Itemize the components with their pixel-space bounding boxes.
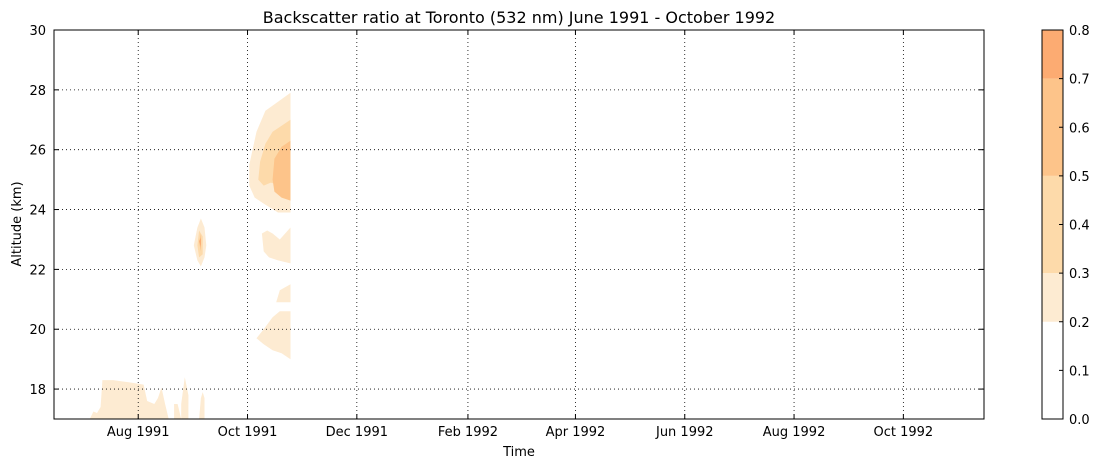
colorbar-fill [1042, 30, 1063, 419]
grid-layer [54, 30, 984, 419]
contour-region-0 [89, 380, 169, 419]
x-tick-label-1: Oct 1991 [218, 425, 278, 440]
colorbar-ticks: 0.0 0.1 0.2 0.3 0.4 0.5 0.6 0.7 0.8 [1059, 24, 1090, 428]
y-tick-label-4: 26 [29, 144, 46, 159]
x-axis-label: Time [502, 445, 535, 460]
colorbar-level-1 [1042, 273, 1063, 322]
y-tick-label-2: 22 [29, 263, 46, 278]
y-tick-label-0: 18 [29, 383, 46, 398]
colorbar-tick-label-6: 0.6 [1069, 121, 1090, 136]
colorbar-level-4 [1042, 30, 1063, 79]
colorbar-tick-label-2: 0.2 [1069, 316, 1090, 331]
colorbar-tick-label-3: 0.3 [1069, 267, 1090, 282]
x-tick-label-0: Aug 1991 [107, 425, 170, 440]
y-axis: 18 20 22 24 26 28 30 [29, 24, 984, 398]
contour-region-1 [174, 404, 182, 419]
y-tick-label-3: 24 [29, 204, 46, 219]
x-tick-label-7: Oct 1992 [874, 425, 934, 440]
colorbar-tick-label-1: 0.1 [1069, 364, 1090, 379]
y-tick-label-1: 20 [29, 323, 46, 338]
contour-region-13 [199, 238, 201, 247]
colorbar-tick-label-4: 0.4 [1069, 219, 1090, 234]
x-tick-label-5: Jun 1992 [655, 425, 714, 440]
contour-region-3 [199, 392, 205, 419]
contour-region-11 [272, 140, 291, 201]
colorbar-tick-label-0: 0.0 [1069, 413, 1090, 428]
x-tick-label-4: Apr 1992 [546, 425, 606, 440]
chart-title: Backscatter ratio at Toronto (532 nm) Ju… [263, 8, 775, 27]
contour-region-7 [276, 284, 291, 303]
contour-region-8 [256, 311, 291, 360]
colorbar-tick-label-7: 0.7 [1069, 73, 1090, 88]
colorbar-tick-label-5: 0.5 [1069, 170, 1090, 185]
x-axis: Aug 1991 Oct 1991 Dec 1991 Feb 1992 Apr 1992… [107, 30, 933, 440]
y-tick-label-6: 30 [29, 24, 46, 39]
x-tick-label-3: Feb 1992 [438, 425, 498, 440]
contour-region-2 [181, 377, 189, 419]
contour-region-6 [261, 227, 291, 264]
x-tick-label-6: Aug 1992 [763, 425, 826, 440]
colorbar: 0.0 0.1 0.2 0.3 0.4 0.5 0.6 0.7 0.8 [1041, 24, 1090, 428]
y-tick-label-5: 28 [29, 84, 46, 99]
plot-frame [53, 29, 985, 420]
colorbar-level-2 [1042, 175, 1063, 274]
y-axis-label: Altitude (km) [10, 181, 25, 266]
x-tick-label-2: Dec 1991 [326, 425, 388, 440]
colorbar-level-0 [1042, 321, 1063, 419]
plot-area [53, 29, 985, 420]
plot-background [54, 30, 984, 419]
colorbar-tick-label-8: 0.8 [1069, 24, 1090, 39]
colorbar-level-3 [1042, 78, 1063, 176]
contour-layer [89, 92, 291, 419]
